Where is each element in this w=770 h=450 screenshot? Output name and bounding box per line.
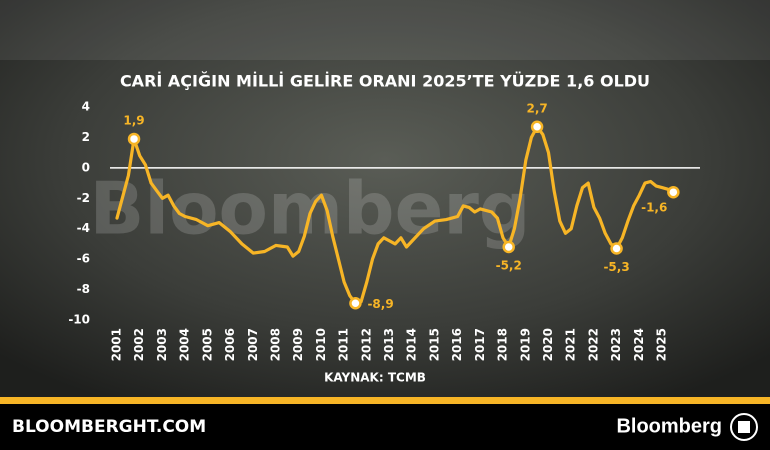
- x-tick-label: 2022: [586, 328, 600, 361]
- x-tick-label: 2007: [246, 328, 260, 361]
- x-tick-label: 2006: [223, 328, 237, 361]
- x-tick-label: 2009: [291, 328, 305, 361]
- annotation-marker: [127, 132, 141, 146]
- x-tick-label: 2005: [200, 328, 214, 361]
- x-tick-label: 2018: [496, 328, 510, 361]
- y-tick-label: 0: [82, 160, 90, 174]
- x-tick-label: 2011: [337, 328, 351, 361]
- y-tick-label: -4: [77, 221, 90, 235]
- x-tick-label: 2013: [382, 328, 396, 361]
- x-tick-label: 2008: [268, 328, 282, 361]
- x-tick-label: 2015: [427, 328, 441, 361]
- annotation-label: -8,9: [367, 297, 393, 311]
- x-tick-label: 2021: [564, 328, 578, 361]
- background: [0, 0, 770, 400]
- watermark: Bloomberg: [90, 167, 531, 251]
- x-tick-label: 2003: [155, 328, 169, 361]
- line: [115, 125, 675, 305]
- annotation-marker: [349, 297, 362, 310]
- annotation-label: -1,6: [641, 201, 667, 215]
- x-tick-label: 2004: [178, 328, 192, 361]
- source: KAYNAK: TCMB: [324, 371, 426, 385]
- footer-stripe: [0, 397, 770, 404]
- chart-title: CARİ AÇIĞIN MİLLİ GELİRE ORANI 2025’TE Y…: [120, 72, 650, 91]
- x-tick-label: 2025: [655, 328, 669, 361]
- x-tick-label: 2014: [405, 328, 419, 361]
- y-tick-label: -10: [68, 313, 90, 327]
- footer-brand: Bloomberg: [616, 415, 722, 437]
- background-band: [0, 0, 770, 60]
- annotation-label: 2,7: [526, 101, 547, 115]
- y-tick-label: -8: [77, 282, 90, 296]
- annotation-marker: [610, 242, 623, 255]
- logo-mark: [738, 421, 750, 433]
- x-tick-label: 2002: [132, 328, 146, 361]
- x-tick-label: 2017: [473, 328, 487, 361]
- annotation-marker: [530, 120, 544, 134]
- y-tick-label: 2: [82, 130, 90, 144]
- x-tick-label: 2024: [632, 328, 646, 361]
- annotation-marker: [667, 185, 680, 199]
- footer: [0, 404, 770, 450]
- y-tick-label: 4: [82, 100, 90, 114]
- y-tick-label: -6: [77, 252, 90, 266]
- x-tick-label: 2016: [450, 328, 464, 361]
- annotation-label: -5,3: [603, 260, 629, 274]
- annotation-marker: [502, 240, 515, 254]
- x-tick-label: 2020: [541, 328, 555, 361]
- x-tick-label: 2001: [110, 328, 124, 361]
- annotation-label: -5,2: [496, 258, 522, 272]
- x-tick-label: 2010: [314, 328, 328, 361]
- footer-site: BLOOMBERGHT.COM: [12, 417, 206, 437]
- y-tick-label: -2: [77, 191, 90, 205]
- x-tick-label: 2019: [518, 328, 532, 361]
- x-tick-label: 2012: [359, 328, 373, 361]
- annotation-label: 1,9: [123, 113, 144, 127]
- x-tick-label: 2023: [609, 328, 623, 361]
